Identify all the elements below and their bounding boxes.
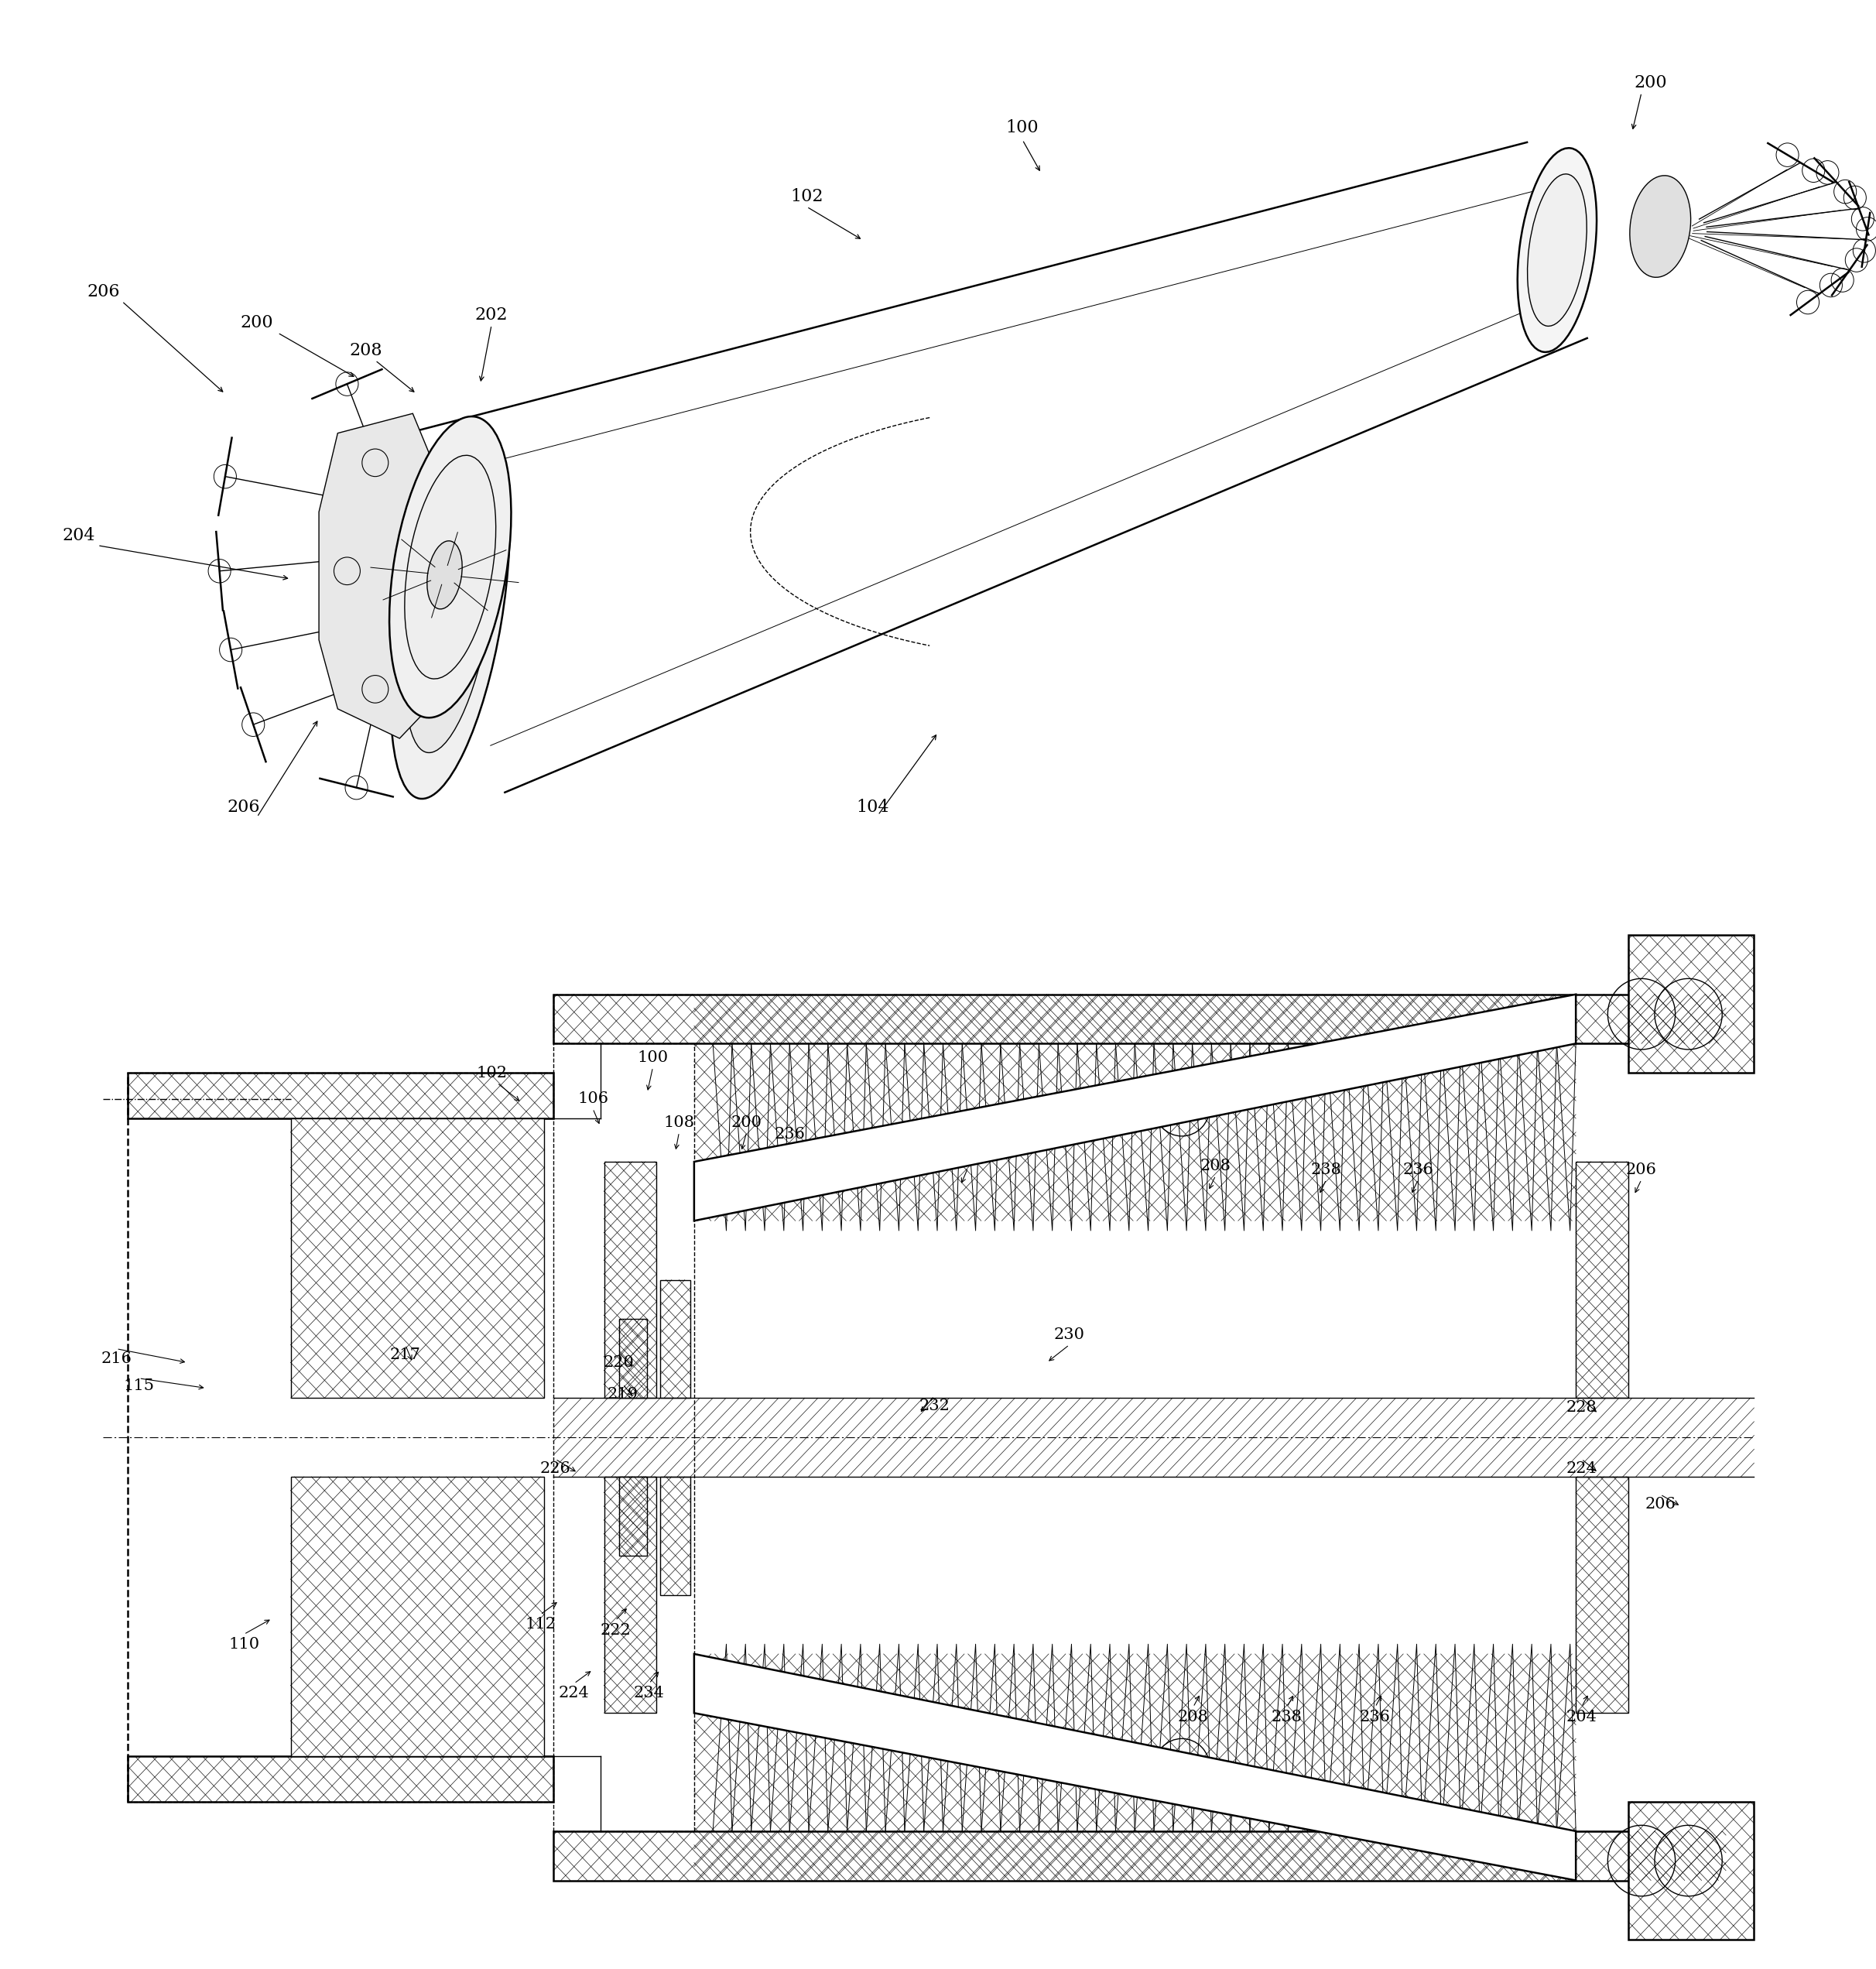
Ellipse shape: [405, 476, 495, 752]
Text: 110: 110: [229, 1636, 259, 1652]
Text: 226: 226: [540, 1461, 570, 1477]
Polygon shape: [604, 1477, 657, 1713]
Text: 204: 204: [1566, 1709, 1596, 1725]
Text: 104: 104: [855, 799, 889, 815]
Text: 238: 238: [878, 1709, 908, 1725]
Polygon shape: [291, 1118, 544, 1398]
Text: 236: 236: [1403, 1162, 1433, 1177]
Text: 200: 200: [732, 1114, 762, 1130]
Polygon shape: [660, 1280, 690, 1398]
Text: 208: 208: [1201, 1158, 1231, 1174]
Ellipse shape: [390, 429, 510, 799]
Text: 102: 102: [477, 1065, 507, 1081]
Polygon shape: [1576, 1477, 1628, 1713]
Text: 220: 220: [604, 1355, 634, 1370]
Text: 238: 238: [1272, 1709, 1302, 1725]
Text: 224: 224: [1566, 1461, 1596, 1477]
Ellipse shape: [1527, 173, 1587, 327]
Text: 202: 202: [475, 307, 508, 323]
Polygon shape: [619, 1319, 647, 1398]
Polygon shape: [553, 994, 1726, 1044]
Text: 112: 112: [525, 1617, 555, 1632]
Text: 206: 206: [1645, 1496, 1675, 1512]
Text: 206: 206: [86, 284, 120, 299]
Polygon shape: [553, 1831, 1726, 1880]
Text: 208: 208: [1178, 1709, 1208, 1725]
Text: 224: 224: [559, 1685, 589, 1701]
Text: 240: 240: [953, 1150, 983, 1166]
Text: 100: 100: [1006, 120, 1039, 136]
Polygon shape: [1576, 1162, 1628, 1398]
Polygon shape: [128, 1073, 553, 1118]
Ellipse shape: [1630, 175, 1690, 278]
Polygon shape: [619, 1477, 647, 1556]
Text: 234: 234: [634, 1685, 664, 1701]
Text: 240: 240: [976, 1729, 1006, 1745]
Polygon shape: [694, 1654, 1576, 1880]
Text: 115: 115: [124, 1378, 154, 1394]
Text: 232: 232: [919, 1398, 949, 1414]
Ellipse shape: [405, 455, 495, 679]
Text: 108: 108: [664, 1114, 694, 1130]
Text: 208: 208: [349, 343, 383, 358]
Text: 206: 206: [430, 671, 463, 687]
Polygon shape: [660, 1477, 690, 1595]
Text: 238: 238: [1311, 1162, 1341, 1177]
Polygon shape: [291, 1477, 544, 1756]
Polygon shape: [1628, 1802, 1754, 1939]
Text: 102: 102: [790, 189, 824, 205]
Polygon shape: [413, 482, 497, 689]
Polygon shape: [604, 1162, 657, 1398]
Polygon shape: [319, 413, 437, 738]
Text: 206: 206: [1626, 1162, 1657, 1177]
Text: 200: 200: [1634, 75, 1668, 91]
Text: 219: 219: [608, 1386, 638, 1402]
Text: 236: 236: [775, 1126, 805, 1142]
Text: 208: 208: [345, 646, 379, 662]
Polygon shape: [128, 1756, 553, 1802]
Text: 206: 206: [227, 799, 261, 815]
Ellipse shape: [1518, 148, 1596, 352]
Ellipse shape: [428, 541, 461, 608]
Text: 100: 100: [638, 1049, 668, 1065]
Text: 228: 228: [1566, 1400, 1596, 1416]
Text: 236: 236: [1360, 1709, 1390, 1725]
Text: 230: 230: [1054, 1327, 1084, 1343]
Text: 204: 204: [62, 528, 96, 543]
Polygon shape: [1628, 935, 1754, 1073]
Text: 202: 202: [709, 1705, 739, 1721]
Text: 217: 217: [390, 1347, 420, 1363]
Text: 106: 106: [578, 1091, 608, 1107]
Text: 200: 200: [240, 315, 274, 331]
Ellipse shape: [390, 415, 510, 719]
Text: 222: 222: [600, 1622, 630, 1638]
Text: 238: 238: [829, 1138, 859, 1154]
Polygon shape: [694, 994, 1576, 1221]
Text: 236: 236: [777, 1705, 807, 1721]
Text: 216: 216: [101, 1351, 131, 1366]
